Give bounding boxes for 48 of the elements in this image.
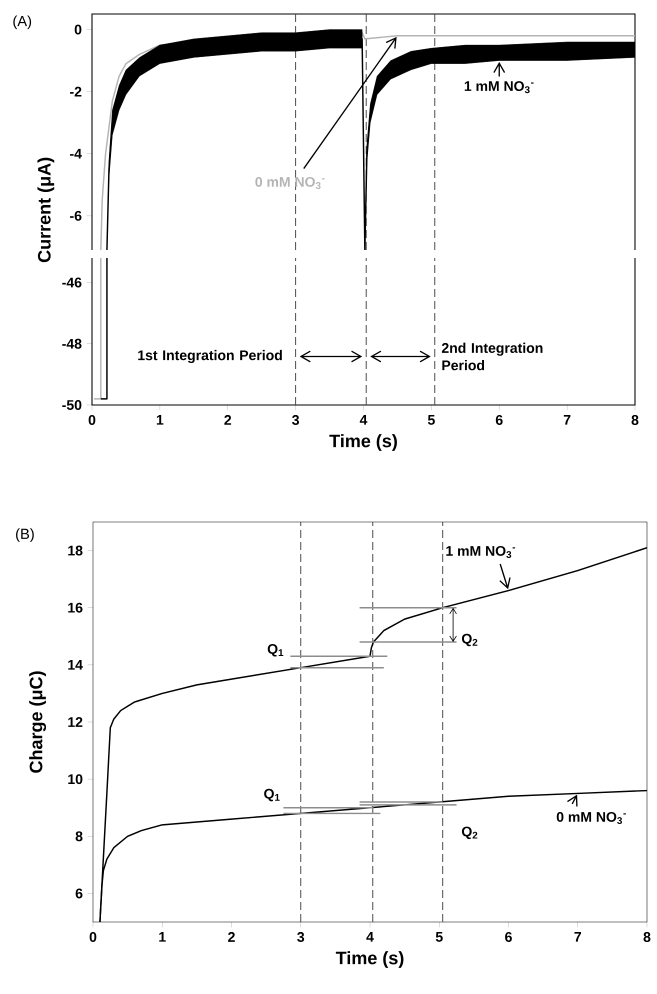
text: 0 mM NO$_{3}$- [255,176,324,189]
x-tick-label: 7 [574,932,582,942]
y-tick-label: -48 [62,338,82,349]
x-tick-label: 8 [644,932,650,942]
annotation: Q$_{2}$ [462,826,478,840]
y-tick-label: 14 [68,660,83,670]
annotation: 1st Integration Period [138,350,282,364]
y-tick-label: 6 [76,888,82,898]
y-tick-label: -4 [70,148,82,159]
chart-title: (A) [13,15,32,30]
x-tick-label: 5 [436,932,443,942]
y-tick-label: 8 [76,831,83,842]
legend-label: 1 mM NO$_{3}$- [464,81,534,94]
y-tick-label: 10 [68,774,82,784]
y-tick-label: 0 [74,24,82,34]
x-tick-label: 4 [366,932,374,942]
x-tick-label: 5 [428,415,435,425]
annotation: 2nd Integration Period [442,342,542,370]
annotation: Q$_{2}$ [462,634,478,646]
annotation: Q$_{1}$ [264,788,280,802]
y-tick-label: -6 [70,210,82,221]
x-tick-label: 4 [360,415,368,425]
y-tick-label: -2 [70,86,82,97]
x-axis-title: Time (s) [336,951,404,968]
x-tick-label: 7 [564,415,570,425]
x-tick-label: 0 [88,415,96,425]
x-tick-label: 8 [632,415,638,425]
y-tick-label: -50 [62,400,82,410]
x-tick-label: 3 [297,932,304,942]
y-tick-label: 16 [68,602,82,613]
x-tick-label: 1 [156,415,164,425]
x-tick-label: 1 [159,932,166,942]
x-axis-title: Time (s) [329,434,397,451]
chart-title: (B) [16,528,34,542]
x-tick-label: 2 [228,932,235,942]
y-axis-title: Charge (μC) [29,671,46,773]
x-tick-label: 3 [292,415,300,425]
y-tick-label: 18 [68,546,83,556]
x-tick-label: 0 [90,932,96,942]
y-axis-title: Current (μA) [37,158,54,262]
x-tick-label: 6 [505,932,512,942]
y-tick-label: 12 [68,717,82,727]
x-tick-label: 6 [496,415,503,425]
x-tick-label: 2 [224,415,232,425]
legend-label: 0 mM NO$_{3}$- [556,812,626,824]
text: 1 mM NO$_{3}$- [446,546,516,558]
y-tick-label: -46 [62,278,82,288]
annotation: Q$_{1}$ [268,644,284,657]
